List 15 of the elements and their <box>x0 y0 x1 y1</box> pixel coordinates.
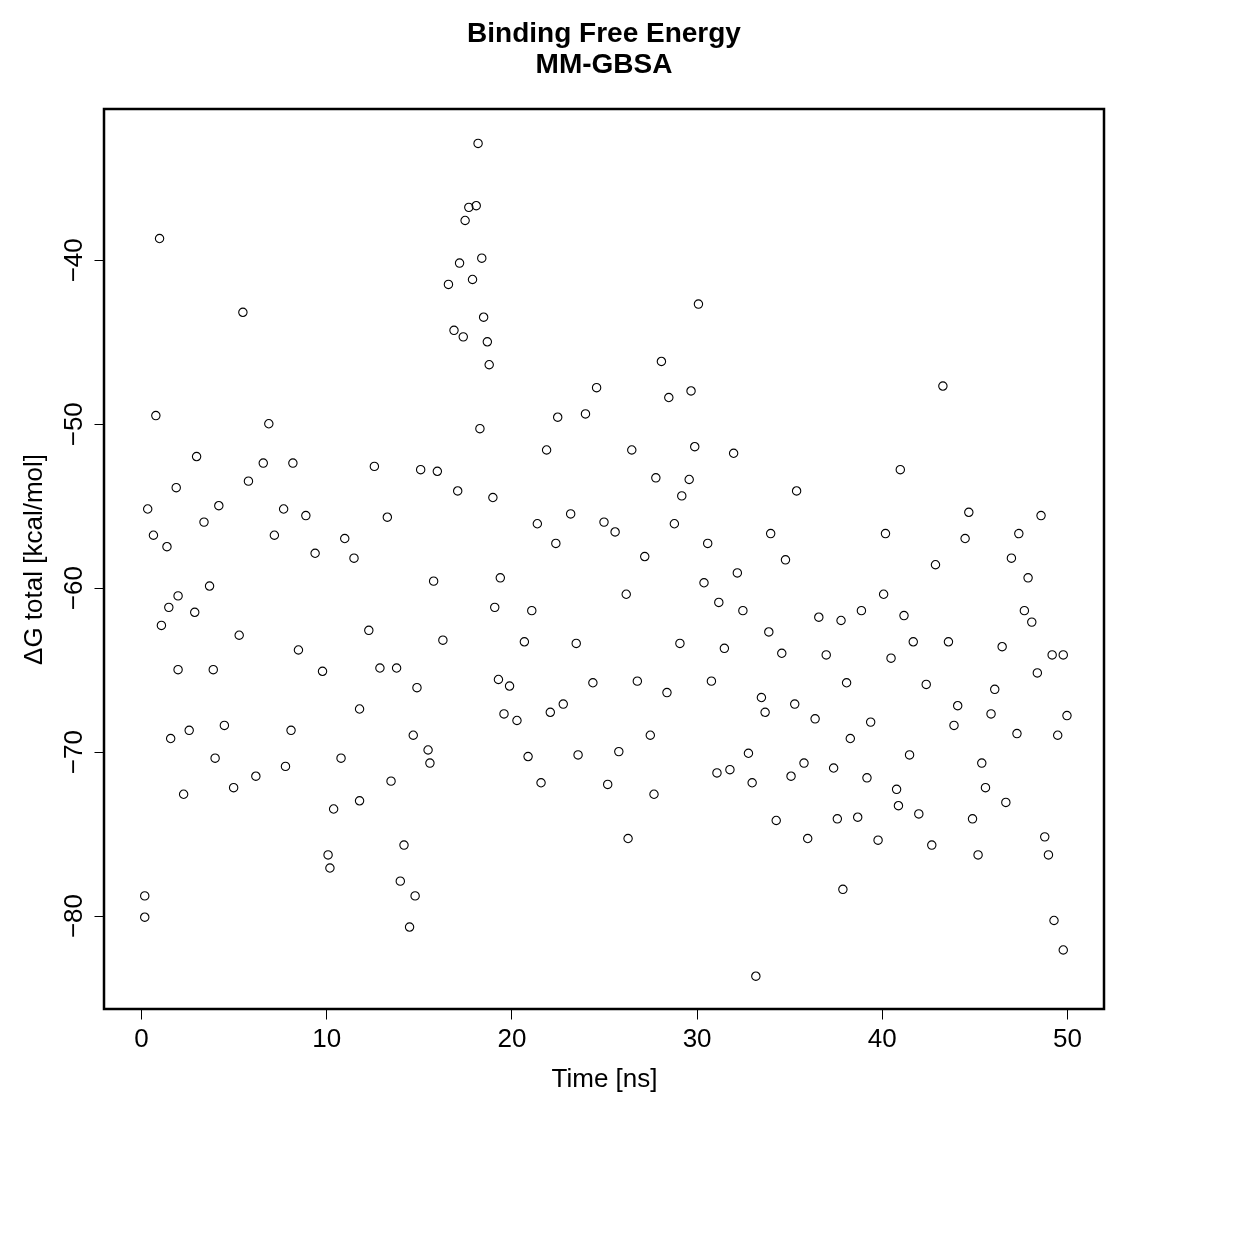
x-axis-title: Time [ns] <box>551 1062 658 1093</box>
x-tick-label: 40 <box>867 1022 897 1053</box>
y-tick-label: −80 <box>57 894 88 939</box>
x-tick-label: 20 <box>497 1022 527 1053</box>
y-tick-label: −60 <box>57 566 88 611</box>
x-tick-label: 30 <box>682 1022 712 1053</box>
x-tick-label: 50 <box>1053 1022 1082 1053</box>
x-tick-label: 0 <box>134 1022 149 1053</box>
chart-title: Binding Free Energy <box>467 17 742 48</box>
chart-subtitle: MM-GBSA <box>535 48 673 79</box>
x-tick-label: 10 <box>312 1022 342 1053</box>
y-tick-label: −50 <box>57 402 88 447</box>
y-tick-label: −70 <box>57 730 88 775</box>
y-tick-label: −40 <box>57 238 88 283</box>
y-axis-title: ΔG total [kcal/mol] <box>17 454 48 665</box>
